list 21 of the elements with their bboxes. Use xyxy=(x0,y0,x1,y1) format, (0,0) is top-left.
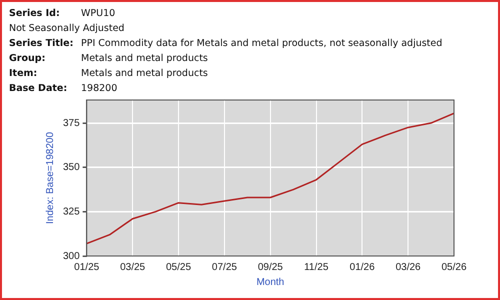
text: Series Title: PPI Commodity data for Metals and metal products, not seasonally adjusted xyxy=(9,37,442,51)
text: Not Seasonally Adjusted xyxy=(9,22,126,36)
x-tick-label: 01/26 xyxy=(350,262,376,273)
x-tick-label: 09/25 xyxy=(258,262,284,273)
x-tick-label: 07/25 xyxy=(212,262,238,273)
text: Group: Metals and metal products xyxy=(9,53,208,64)
y-axis-title: Index: Base=198200 xyxy=(44,132,56,224)
text: Series Id: WPU10 xyxy=(9,8,116,19)
x-tick-label: 11/25 xyxy=(304,262,329,273)
x-axis-title: Month xyxy=(256,276,284,288)
text: Base Date: 198200 xyxy=(9,83,118,94)
y-tick-label: 350 xyxy=(62,162,80,174)
y-tick-label: 325 xyxy=(62,206,80,218)
x-tick-label: 01/25 xyxy=(74,262,100,273)
text: Item: Metals and metal products xyxy=(9,68,208,79)
x-tick-label: 05/25 xyxy=(166,262,192,273)
x-tick-label: 03/26 xyxy=(396,262,422,273)
y-tick-label: 375 xyxy=(62,118,80,129)
x-tick-label: 03/25 xyxy=(120,262,146,273)
x-tick-label: 05/26 xyxy=(441,262,467,273)
y-tick-label: 300 xyxy=(62,250,80,262)
